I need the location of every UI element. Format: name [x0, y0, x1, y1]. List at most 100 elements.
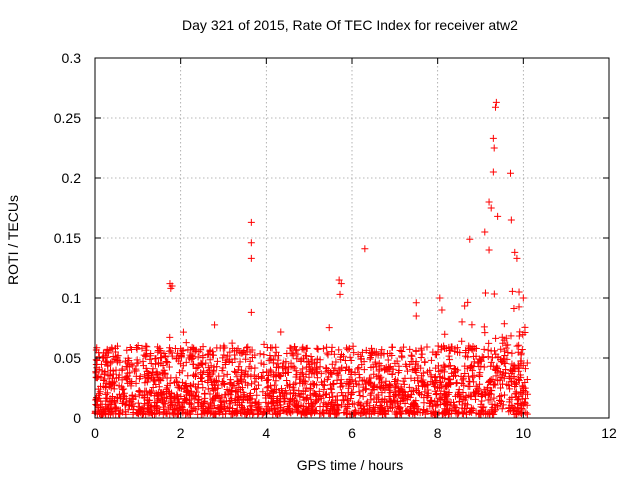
data-point [411, 376, 419, 384]
data-point [415, 382, 423, 390]
data-point [382, 377, 390, 385]
data-point [135, 375, 143, 383]
data-point [171, 409, 179, 417]
data-point [509, 365, 517, 373]
y-tick-label: 0 [73, 410, 81, 426]
data-point [263, 343, 271, 351]
data-point [103, 358, 111, 366]
data-point [312, 391, 320, 399]
data-point [357, 352, 365, 360]
data-point [398, 347, 406, 355]
data-point [263, 408, 271, 416]
data-point [101, 371, 109, 379]
data-point [219, 364, 227, 372]
data-point [242, 367, 250, 375]
data-point [476, 410, 484, 418]
data-point [496, 399, 504, 407]
data-point [378, 379, 386, 387]
data-point-outlier [519, 294, 527, 302]
data-point [284, 368, 292, 376]
data-point [228, 339, 236, 347]
data-point [248, 346, 256, 354]
data-point [201, 389, 209, 397]
data-point [194, 353, 202, 361]
data-point [520, 401, 528, 409]
data-point [383, 398, 391, 406]
data-point [109, 352, 117, 360]
data-point-outlier [494, 212, 502, 220]
data-point [246, 389, 254, 397]
data-point [467, 362, 475, 370]
data-point [347, 357, 355, 365]
data-point [503, 355, 511, 363]
data-point [108, 392, 116, 400]
data-point [102, 390, 110, 398]
data-point [516, 371, 524, 379]
data-point [166, 392, 174, 400]
data-point [468, 367, 476, 375]
data-point [350, 349, 358, 357]
data-point [363, 377, 371, 385]
data-point [192, 406, 200, 414]
data-point-outlier [485, 198, 493, 206]
data-point [292, 367, 300, 375]
data-point [486, 377, 494, 385]
data-point [419, 405, 427, 413]
data-point [198, 405, 206, 413]
data-point [194, 363, 202, 371]
data-point [165, 387, 173, 395]
data-point [272, 409, 280, 417]
data-point [124, 369, 132, 377]
data-point [152, 370, 160, 378]
data-point [244, 343, 252, 351]
data-point [221, 410, 229, 418]
data-point [480, 354, 488, 362]
data-point [134, 399, 142, 407]
data-point [246, 395, 254, 403]
data-point [187, 381, 195, 389]
data-point [223, 386, 231, 394]
data-point [384, 403, 392, 411]
data-point [264, 383, 272, 391]
data-point [166, 344, 174, 352]
data-point [490, 394, 498, 402]
data-point [439, 366, 447, 374]
data-point [446, 356, 454, 364]
data-point [177, 360, 185, 368]
data-point [256, 350, 264, 358]
data-point [440, 363, 448, 371]
data-point [406, 361, 414, 369]
data-point [298, 345, 306, 353]
data-point [204, 376, 212, 384]
data-point [377, 405, 385, 413]
chart-title: Day 321 of 2015, Rate Of TEC Index for r… [182, 17, 518, 33]
data-point [230, 367, 238, 375]
data-point [252, 385, 260, 393]
data-point [229, 344, 237, 352]
data-point [441, 344, 449, 352]
data-point [199, 343, 207, 351]
data-point [433, 376, 441, 384]
data-point [220, 351, 228, 359]
data-point [112, 374, 120, 382]
data-point [506, 385, 514, 393]
data-point [377, 351, 385, 359]
data-point [109, 379, 117, 387]
data-point [323, 349, 331, 357]
data-point [210, 378, 218, 386]
data-point [333, 401, 341, 409]
data-point [232, 369, 240, 377]
data-point [370, 395, 378, 403]
data-point [141, 379, 149, 387]
data-point [175, 395, 183, 403]
data-point [327, 385, 335, 393]
data-point [260, 340, 268, 348]
data-point [479, 404, 487, 412]
data-point [378, 396, 386, 404]
data-point [199, 354, 207, 362]
data-point [355, 398, 363, 406]
data-point [197, 410, 205, 418]
data-point [469, 342, 477, 350]
data-point [351, 406, 359, 414]
data-point [211, 321, 219, 329]
